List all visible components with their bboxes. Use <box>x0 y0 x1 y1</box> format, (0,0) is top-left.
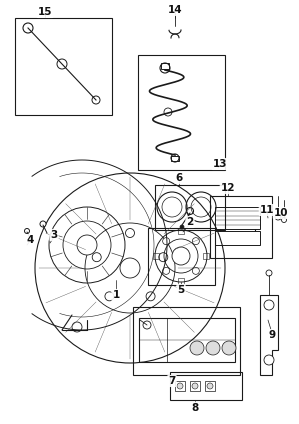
Text: 2: 2 <box>186 217 194 227</box>
Bar <box>190 381 200 391</box>
Circle shape <box>275 214 281 220</box>
Circle shape <box>180 225 184 229</box>
Circle shape <box>163 268 170 274</box>
Circle shape <box>164 108 172 116</box>
Circle shape <box>105 292 114 301</box>
Circle shape <box>77 235 97 255</box>
Bar <box>178 278 184 284</box>
Bar <box>170 372 242 400</box>
Circle shape <box>146 292 155 301</box>
Circle shape <box>92 96 100 104</box>
Circle shape <box>192 237 199 245</box>
Bar <box>205 381 215 391</box>
Bar <box>161 63 169 69</box>
Circle shape <box>187 207 193 215</box>
Bar <box>175 381 185 391</box>
Bar <box>171 156 179 161</box>
Circle shape <box>72 322 82 332</box>
Circle shape <box>163 237 170 245</box>
Text: 5: 5 <box>177 285 184 295</box>
Text: 3: 3 <box>50 230 58 240</box>
Circle shape <box>143 321 151 329</box>
Circle shape <box>266 270 272 276</box>
Circle shape <box>222 341 236 355</box>
Bar <box>178 228 184 234</box>
Circle shape <box>281 218 286 223</box>
Circle shape <box>190 341 204 355</box>
Text: 15: 15 <box>38 7 52 17</box>
Text: 12: 12 <box>221 183 235 193</box>
Circle shape <box>25 229 30 234</box>
Bar <box>153 253 159 259</box>
Circle shape <box>126 229 135 237</box>
Bar <box>139 318 235 362</box>
Text: 13: 13 <box>213 159 227 169</box>
Circle shape <box>177 383 183 389</box>
Text: 11: 11 <box>260 205 274 215</box>
Text: 10: 10 <box>274 208 288 218</box>
Bar <box>133 307 240 375</box>
Text: 6: 6 <box>176 173 183 183</box>
Circle shape <box>192 268 199 274</box>
Text: 14: 14 <box>168 5 182 15</box>
Circle shape <box>206 341 220 355</box>
Text: 9: 9 <box>269 330 276 340</box>
Bar <box>203 253 209 259</box>
Text: 1: 1 <box>112 290 120 300</box>
Text: 7: 7 <box>168 376 176 386</box>
Circle shape <box>207 383 213 389</box>
Circle shape <box>192 383 198 389</box>
Bar <box>138 55 225 170</box>
Circle shape <box>40 221 46 227</box>
Circle shape <box>23 23 33 33</box>
Circle shape <box>159 253 168 262</box>
Circle shape <box>120 258 140 278</box>
Text: 8: 8 <box>191 403 199 413</box>
Bar <box>215 231 260 245</box>
Bar <box>215 207 260 229</box>
Bar <box>15 18 112 115</box>
Circle shape <box>264 300 274 310</box>
Bar <box>210 196 272 258</box>
Circle shape <box>92 253 101 262</box>
Circle shape <box>57 59 67 69</box>
Circle shape <box>172 247 190 265</box>
Text: 4: 4 <box>26 235 34 245</box>
Bar <box>148 228 215 285</box>
Circle shape <box>264 355 274 365</box>
Bar <box>155 185 225 230</box>
